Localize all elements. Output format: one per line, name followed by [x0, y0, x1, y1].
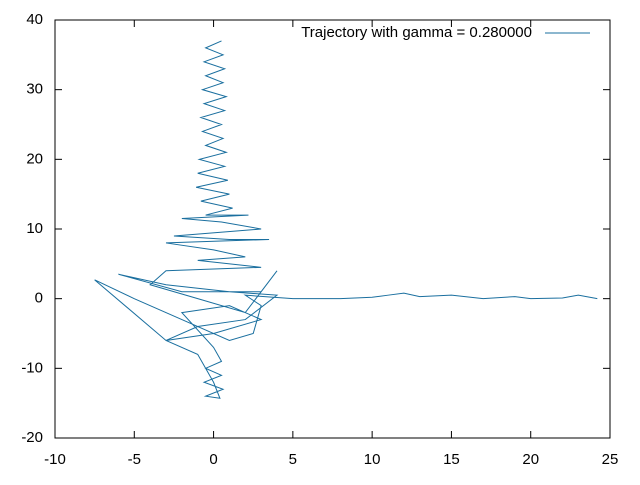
y-tick-label: -20: [21, 429, 43, 446]
y-tick-label: -10: [21, 359, 43, 376]
x-tick-label: -10: [44, 451, 66, 468]
trajectory-line: [94, 40, 598, 399]
x-tick-label: 15: [443, 451, 460, 468]
y-tick-label: 30: [26, 81, 43, 98]
y-tick-label: 20: [26, 150, 43, 167]
plot-frame: [54, 19, 611, 439]
x-tick-label: 0: [209, 451, 217, 468]
x-tick-label: -5: [128, 451, 141, 468]
x-tick-label: 25: [602, 451, 619, 468]
legend-label: Trajectory with gamma = 0.280000: [301, 24, 532, 41]
y-tick-label: 40: [26, 11, 43, 28]
x-tick-label: 10: [364, 451, 381, 468]
y-tick-label: 0: [35, 290, 43, 307]
x-tick-label: 5: [289, 451, 297, 468]
x-tick-label: 20: [522, 451, 539, 468]
y-tick-label: 10: [26, 220, 43, 237]
